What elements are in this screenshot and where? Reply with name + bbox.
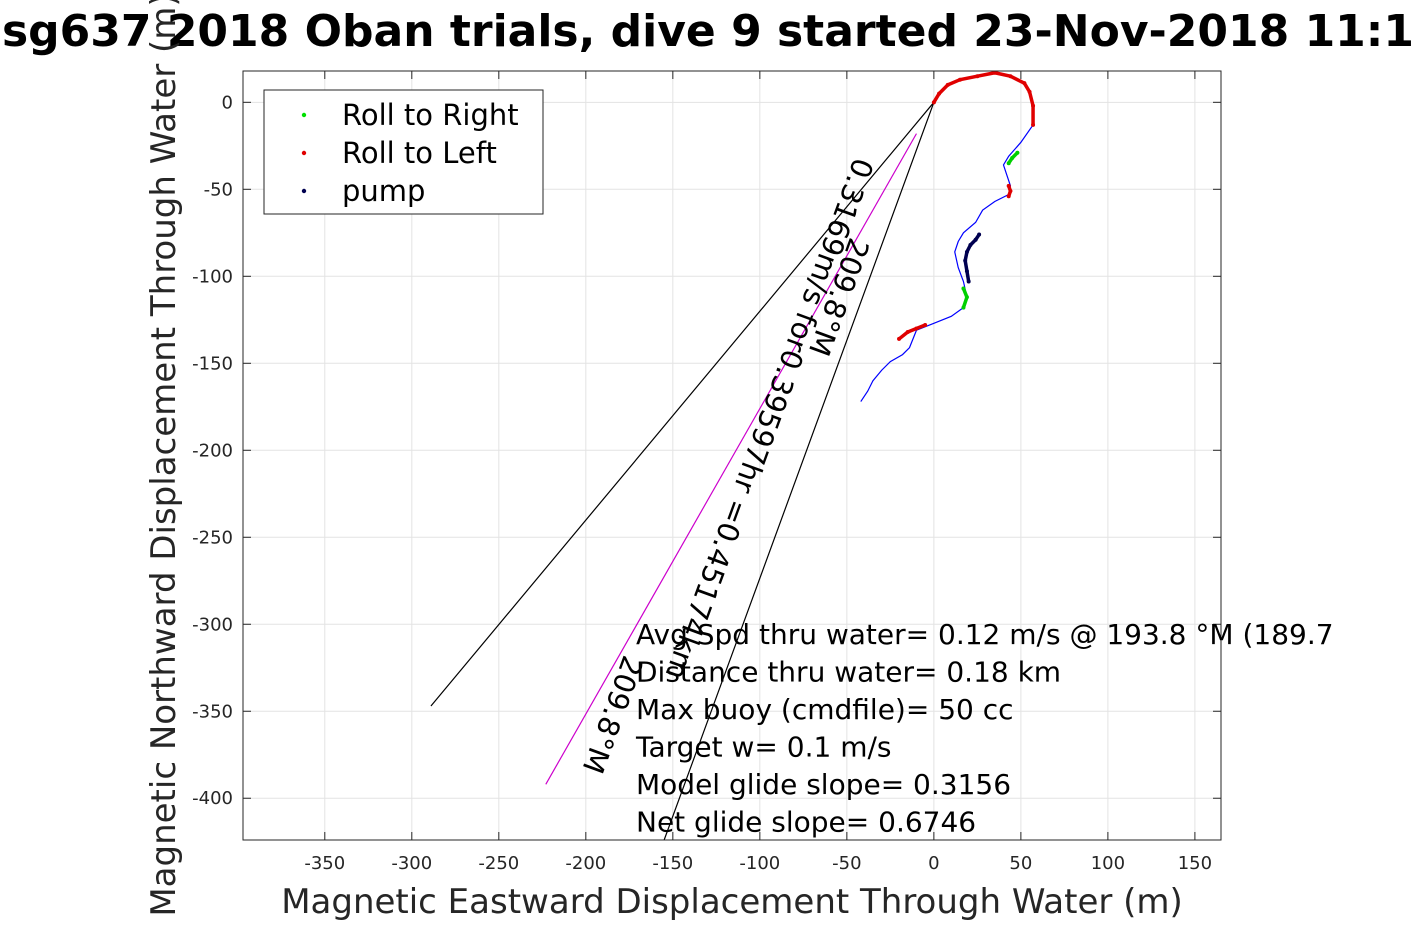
y-tick-label: -200 [192, 440, 233, 461]
legend-marker [301, 188, 307, 194]
y-tick-label: -150 [192, 353, 233, 374]
x-tick-label: 0 [928, 853, 939, 874]
roll-left-point [945, 82, 950, 87]
y-axis-label: Magnetic Northward Displacement Through … [144, 0, 184, 917]
roll-left-point [992, 70, 997, 75]
roll-left-point [1006, 194, 1011, 199]
roll-left-point [1006, 183, 1011, 188]
roll-right-point [1015, 150, 1020, 155]
roll-left-point [1008, 74, 1013, 79]
direction-line [545, 133, 917, 785]
stats-annotation: Avg Spd thru water= 0.12 m/s @ 193.8 °M … [636, 618, 1334, 651]
direction-line [663, 102, 935, 841]
stats-annotation: Model glide slope= 0.3156 [636, 768, 1011, 801]
roll-right-point [961, 305, 966, 310]
y-tick-labels: 0 -50 -100 -150 -200 -250 -300 -350 -400 [192, 92, 233, 809]
annotations: Avg Spd thru water= 0.12 m/s @ 193.8 °M … [635, 618, 1334, 839]
y-tick-label: -400 [192, 788, 233, 809]
x-tick-label: -250 [478, 853, 519, 874]
roll-left-point [1027, 89, 1032, 94]
x-axis-label: Magnetic Eastward Displacement Through W… [281, 882, 1183, 922]
roll-left-segment [897, 323, 927, 341]
stats-annotation: Distance thru water= 0.18 km [636, 656, 1061, 689]
roll-left-point [923, 323, 928, 328]
pump-point [963, 258, 968, 263]
legend: Roll to Right Roll to Left pump [263, 89, 544, 215]
stats-annotation: Target w= 0.1 m/s [635, 731, 892, 764]
stats-annotation: Max buoy (cmdfile)= 50 cc [636, 693, 1014, 726]
x-tick-label: -50 [832, 853, 861, 874]
x-tick-label: 100 [1091, 853, 1125, 874]
direction-line [430, 101, 935, 707]
pump-point [964, 269, 969, 274]
roll-left-point [937, 91, 942, 96]
plot-frame [242, 70, 1222, 841]
pump-point [968, 242, 973, 247]
y-tick-label: -50 [204, 179, 233, 200]
roll-right-point [1010, 155, 1015, 160]
x-tick-label: -150 [652, 853, 693, 874]
roll-left-point [905, 329, 910, 334]
x-tick-label: -200 [565, 853, 606, 874]
pump-point [973, 237, 978, 242]
roll-left-point [1031, 103, 1036, 108]
x-tick-labels: -350 -300 -250 -200 -150 -100 -50 0 50 100 150 [304, 853, 1212, 874]
tick-marks [243, 71, 1221, 840]
series [860, 70, 1036, 402]
roll-left-point [975, 74, 980, 79]
legend-marker [301, 112, 307, 118]
pump-point [966, 279, 971, 284]
guide-lines [430, 101, 935, 841]
roll-right-point [1006, 161, 1011, 166]
roll-left-point [897, 336, 902, 341]
roll-left-point [1008, 189, 1013, 194]
roll-left-point [957, 77, 962, 82]
x-tick-label: -100 [739, 853, 780, 874]
y-tick-label: -300 [192, 614, 233, 635]
y-tick-label: -350 [192, 701, 233, 722]
x-tick-label: 150 [1178, 853, 1212, 874]
roll-left-point [1022, 81, 1027, 86]
roll-left-point [1031, 122, 1036, 127]
y-tick-label: -250 [192, 527, 233, 548]
x-tick-label: 50 [1009, 853, 1032, 874]
legend-label: pump [342, 174, 425, 208]
roll-right-point [961, 286, 966, 291]
x-tick-label: -300 [391, 853, 432, 874]
pump-point [977, 232, 982, 237]
pump-point [964, 249, 969, 254]
roll-left-point [931, 100, 936, 105]
legend-marker [301, 150, 307, 156]
chart-title: sg637 2018 Oban trials, dive 9 started 2… [2, 6, 1414, 57]
y-tick-label: 0 [222, 92, 233, 113]
roll-right-point [964, 295, 969, 300]
legend-box [263, 89, 544, 215]
x-tick-label: -350 [304, 853, 345, 874]
y-tick-label: -100 [192, 266, 233, 287]
legend-label: Roll to Left [342, 136, 497, 170]
roll-left-point [914, 326, 919, 331]
stats-annotation: Net glide slope= 0.6746 [636, 806, 976, 839]
legend-label: Roll to Right [342, 98, 519, 132]
